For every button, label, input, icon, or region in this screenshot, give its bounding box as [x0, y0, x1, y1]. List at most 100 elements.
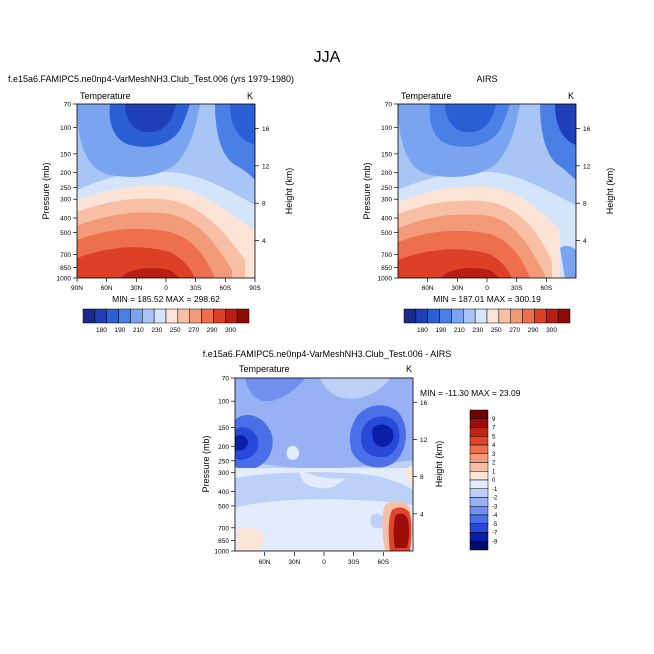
y-tick-label: 250 — [218, 458, 229, 465]
colorbar-swatch — [469, 514, 489, 524]
colorbar-swatch — [130, 308, 143, 324]
panel-obs-units: K — [568, 91, 574, 101]
y-tick-label: 100 — [60, 125, 71, 132]
colorbar-label: -4 — [492, 513, 498, 519]
panel-diff-xticks: 60N 30N 0 30S 60S — [259, 552, 390, 566]
y-tick-label: 200 — [218, 444, 229, 451]
y-tick-label: 250 — [60, 185, 71, 192]
y-right-tick-label: 8 — [583, 201, 587, 208]
y-tick-label: 300 — [381, 197, 392, 204]
x-tick-label: 60S — [541, 285, 553, 292]
panel-diff: f.e15a6.FAMIPC5.ne0np4-VarMeshNH3.Club_T… — [201, 349, 521, 566]
colorbar-swatch — [463, 308, 476, 324]
colorbar-swatch — [451, 308, 464, 324]
colorbar-swatch — [522, 308, 535, 324]
colorbar-swatch — [469, 488, 489, 498]
y-tick-label: 300 — [218, 470, 229, 477]
colorbar-label: 300 — [225, 327, 236, 334]
panel-obs: AIRS Temperature K Pressure (mb) Height … — [362, 74, 615, 334]
panel-diff-ylabel: Pressure (mb) — [201, 435, 211, 492]
y-tick-label: 400 — [381, 216, 392, 223]
colorbar-swatch — [469, 453, 489, 463]
panel-model-title: f.e15a6.FAMIPC5.ne0np4-VarMeshNH3.Club_T… — [8, 74, 294, 84]
panel-model-units: K — [247, 91, 253, 101]
colorbar-swatch — [498, 308, 511, 324]
colorbar-swatch — [486, 308, 500, 324]
colorbar-swatch — [469, 436, 489, 446]
panel-model-xticks: 90N 60N 30N 0 30S 60S 90S — [71, 278, 261, 292]
panel-model-colorbar: 180 190 210 230 250 270 290 300 — [82, 308, 250, 334]
colorbar-label: 7 — [492, 426, 496, 432]
colorbar-swatch — [213, 308, 226, 324]
y-right-tick-label: 12 — [262, 163, 270, 170]
y-tick-label: 200 — [60, 170, 71, 177]
colorbar-swatch — [469, 444, 489, 454]
y-tick-label: 1000 — [215, 549, 230, 556]
colorbar-label: 3 — [492, 452, 496, 458]
x-tick-label: 60N — [101, 285, 113, 292]
panel-diff-colorbar: 9 7 5 4 3 2 1 0 -1 -2 -3 -4 -5 -7 -9 — [469, 409, 498, 551]
x-tick-label: 30N — [451, 285, 463, 292]
y-right-tick-label: 16 — [420, 400, 428, 407]
panel-model-yticks: 70 100 150 200 250 300 400 500 700 850 1000 — [57, 102, 77, 283]
colorbar-label: 290 — [528, 327, 539, 334]
y-tick-label: 700 — [218, 525, 229, 532]
colorbar-label: 270 — [509, 327, 520, 334]
y-tick-label: 700 — [381, 252, 392, 259]
colorbar-label: 250 — [170, 327, 181, 334]
colorbar-label: 9 — [492, 417, 496, 423]
y-tick-label: 400 — [60, 216, 71, 223]
colorbar-swatch — [469, 427, 489, 437]
colorbar-swatch — [469, 409, 489, 419]
colorbar-swatch — [427, 308, 440, 324]
colorbar-label: 5 — [492, 434, 496, 440]
colorbar-label: 210 — [454, 327, 465, 334]
colorbar-label: 300 — [546, 327, 557, 334]
y-tick-label: 200 — [381, 170, 392, 177]
x-tick-label: 0 — [485, 285, 489, 292]
colorbar-swatch — [82, 308, 96, 324]
y-tick-label: 70 — [385, 102, 393, 109]
colorbar-swatch — [201, 308, 214, 324]
y-right-tick-label: 16 — [262, 126, 270, 133]
colorbar-swatch — [165, 308, 179, 324]
x-tick-label: 60N — [422, 285, 434, 292]
colorbar-swatch — [225, 308, 238, 324]
y-tick-label: 100 — [381, 125, 392, 132]
colorbar-swatch — [153, 308, 167, 324]
colorbar-label: 190 — [114, 327, 125, 334]
panel-diff-title: f.e15a6.FAMIPC5.ne0np4-VarMeshNH3.Club_T… — [203, 349, 451, 359]
colorbar-label: 230 — [151, 327, 162, 334]
panel-diff-stats: MIN = -11.30 MAX = 23.09 — [420, 388, 521, 398]
colorbar-swatch — [546, 308, 559, 324]
panel-obs-ylabel-right: Height (km) — [605, 168, 615, 215]
colorbar-label: 1 — [492, 469, 496, 475]
panel-model-variable: Temperature — [80, 91, 131, 101]
panel-obs-title: AIRS — [476, 74, 497, 84]
panel-model-field — [77, 104, 255, 278]
colorbar-label: -9 — [492, 539, 498, 545]
y-tick-label: 150 — [60, 151, 71, 158]
y-tick-label: 250 — [381, 185, 392, 192]
colorbar-swatch — [469, 479, 489, 489]
colorbar-swatch — [189, 308, 202, 324]
panel-diff-units: K — [406, 364, 412, 374]
y-tick-label: 70 — [222, 376, 230, 383]
colorbar-label: 180 — [96, 327, 107, 334]
colorbar-swatch — [94, 308, 107, 324]
panel-obs-field — [398, 104, 576, 278]
y-right-tick-label: 4 — [262, 238, 266, 245]
colorbar-label: -2 — [492, 496, 498, 502]
colorbar-label: 2 — [492, 461, 496, 467]
colorbar-label: 230 — [472, 327, 483, 334]
y-tick-label: 500 — [218, 503, 229, 510]
y-tick-label: 500 — [381, 230, 392, 237]
panel-diff-variable: Temperature — [239, 364, 290, 374]
colorbar-label: 290 — [207, 327, 218, 334]
y-tick-label: 300 — [60, 197, 71, 204]
y-tick-label: 850 — [218, 538, 229, 545]
colorbar-swatch — [534, 308, 547, 324]
y-tick-label: 500 — [60, 230, 71, 237]
panel-model-stats: MIN = 185.52 MAX = 298.62 — [112, 294, 220, 304]
